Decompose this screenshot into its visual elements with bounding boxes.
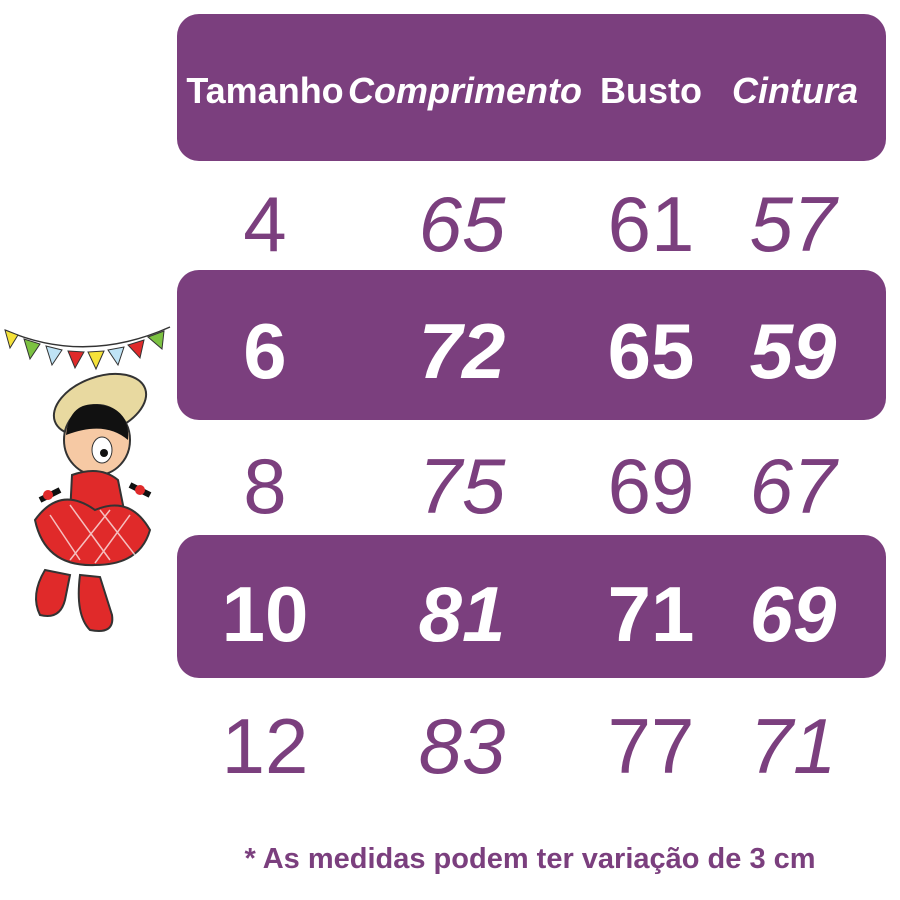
bunting-icon xyxy=(4,326,171,371)
table-cell-cintura-12: 71 xyxy=(749,702,837,790)
header-tamanho: Tamanho xyxy=(186,70,344,111)
table-cell-tamanho-4: 4 xyxy=(243,180,287,268)
table-cell-busto-10: 71 xyxy=(607,570,695,658)
table-cell-tamanho-12: 12 xyxy=(221,702,309,790)
table-cell-busto-4: 61 xyxy=(607,180,695,268)
table-cell-comprimento-12: 83 xyxy=(418,702,506,790)
table-cell-tamanho-10: 10 xyxy=(221,570,309,658)
table-cell-comprimento-10: 81 xyxy=(418,570,506,658)
table-cell-busto-12: 77 xyxy=(607,702,695,790)
header-bar xyxy=(177,14,886,161)
table-cell-comprimento-4: 65 xyxy=(418,180,506,268)
footnote: * As medidas podem ter variação de 3 cm xyxy=(244,843,816,875)
header-busto: Busto xyxy=(600,70,702,111)
table-cell-cintura-6: 59 xyxy=(749,307,837,395)
table-cell-tamanho-6: 6 xyxy=(243,307,287,395)
header-comprimento: Comprimento xyxy=(348,70,582,111)
table-cell-cintura-10: 69 xyxy=(749,570,837,658)
row-highlight-6 xyxy=(177,270,886,420)
table-cell-busto-6: 65 xyxy=(607,307,695,395)
table-cell-tamanho-8: 8 xyxy=(243,442,287,530)
header-cintura: Cintura xyxy=(732,70,858,111)
row-highlight-10 xyxy=(177,535,886,678)
table-cell-comprimento-8: 75 xyxy=(418,442,506,530)
table-cell-comprimento-6: 72 xyxy=(418,307,506,395)
festa-junina-girl-illustration xyxy=(4,326,171,632)
table-cell-cintura-8: 67 xyxy=(749,442,837,530)
table-cell-busto-8: 69 xyxy=(607,442,695,530)
table-cell-cintura-4: 57 xyxy=(749,180,837,268)
